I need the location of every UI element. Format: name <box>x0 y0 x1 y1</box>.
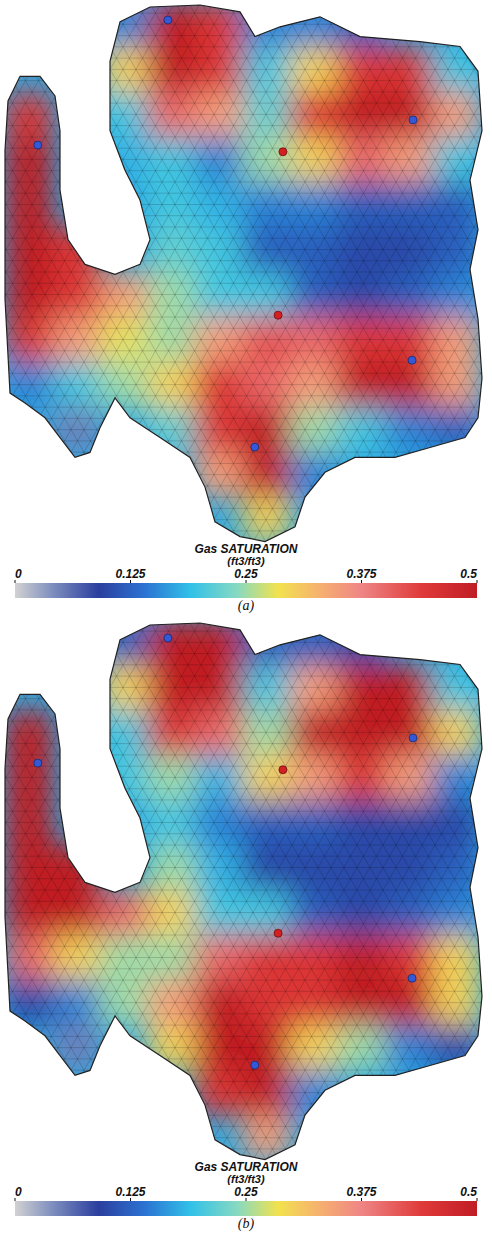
mesh <box>0 0 492 1235</box>
cell <box>338 710 386 756</box>
domain-outline <box>5 623 482 1160</box>
injector-well <box>251 443 259 451</box>
colorbar-tick-label: 0 <box>15 567 22 581</box>
injector-well <box>408 974 416 982</box>
cell <box>433 710 481 756</box>
injector-well <box>408 356 416 364</box>
cell <box>5 710 53 756</box>
injector-well <box>251 1061 259 1069</box>
injector-well <box>34 141 42 149</box>
cell <box>338 92 386 138</box>
colorbar-tick-label: 0 <box>15 1185 22 1199</box>
cell <box>243 620 291 666</box>
wells <box>34 16 417 451</box>
cell <box>100 620 148 666</box>
mesh <box>0 0 492 1235</box>
panel: Gas SATURATION(ft3/ft3)00.1250.250.3750.… <box>0 0 492 1235</box>
colorbar-unit: (ft3/ft3) <box>227 1173 265 1185</box>
colorbar-tick-label: 0.5 <box>460 567 477 581</box>
panel: Gas SATURATION(ft3/ft3)00.1250.250.3750.… <box>0 0 492 1235</box>
field <box>0 0 492 1235</box>
colorbar-title: Gas SATURATION <box>195 542 298 556</box>
cell <box>243 710 291 756</box>
mesh <box>0 0 492 1235</box>
injector-well <box>409 734 417 742</box>
cell <box>433 47 481 93</box>
cell <box>5 92 53 138</box>
panel-label: (a) <box>238 598 255 614</box>
cell <box>5 755 53 801</box>
cell <box>338 620 386 666</box>
cell <box>243 755 291 801</box>
mesh <box>0 0 492 948</box>
cell <box>338 665 386 711</box>
colorbar-unit: (ft3/ft3) <box>227 555 265 567</box>
injector-well <box>34 759 42 767</box>
figure: Gas SATURATION(ft3/ft3)00.1250.250.3750.… <box>0 0 492 1235</box>
colorbar-tick-label: 0.375 <box>346 1185 376 1199</box>
injector-well <box>164 634 172 642</box>
colorbar-tick-label: 0.125 <box>115 567 145 581</box>
field <box>0 0 492 1235</box>
cell <box>100 755 148 801</box>
producer-well <box>274 311 282 319</box>
cell <box>433 92 481 138</box>
cell <box>100 665 148 711</box>
colorbar-tick-label: 0.25 <box>234 1185 258 1199</box>
cell <box>100 92 148 138</box>
colorbar-tick-label: 0.25 <box>234 567 258 581</box>
cell <box>433 665 481 711</box>
colorbar <box>15 583 477 598</box>
domain-outline <box>5 5 482 542</box>
panel-label: (b) <box>238 1216 255 1232</box>
cell <box>243 2 291 48</box>
mesh <box>0 0 492 1235</box>
cell <box>100 2 148 48</box>
cell <box>433 755 481 801</box>
cell <box>100 710 148 756</box>
injector-well <box>409 116 417 124</box>
cell <box>338 137 386 183</box>
cell <box>100 47 148 93</box>
cell <box>243 47 291 93</box>
cell <box>243 137 291 183</box>
cell <box>338 2 386 48</box>
producer-well <box>274 929 282 937</box>
producer-well <box>279 148 287 156</box>
colorbar <box>15 1201 477 1216</box>
colorbar-title: Gas SATURATION <box>195 1160 298 1174</box>
wells <box>34 634 417 1069</box>
colorbar-tick-label: 0.375 <box>346 567 376 581</box>
cell <box>243 92 291 138</box>
cell <box>243 665 291 711</box>
cell <box>338 47 386 93</box>
injector-well <box>164 16 172 24</box>
cell <box>433 137 481 183</box>
colorbar-tick-label: 0.125 <box>115 1185 145 1199</box>
cell <box>5 137 53 183</box>
cell <box>100 137 148 183</box>
colorbar-tick-label: 0.5 <box>460 1185 477 1199</box>
producer-well <box>279 766 287 774</box>
cell <box>338 755 386 801</box>
